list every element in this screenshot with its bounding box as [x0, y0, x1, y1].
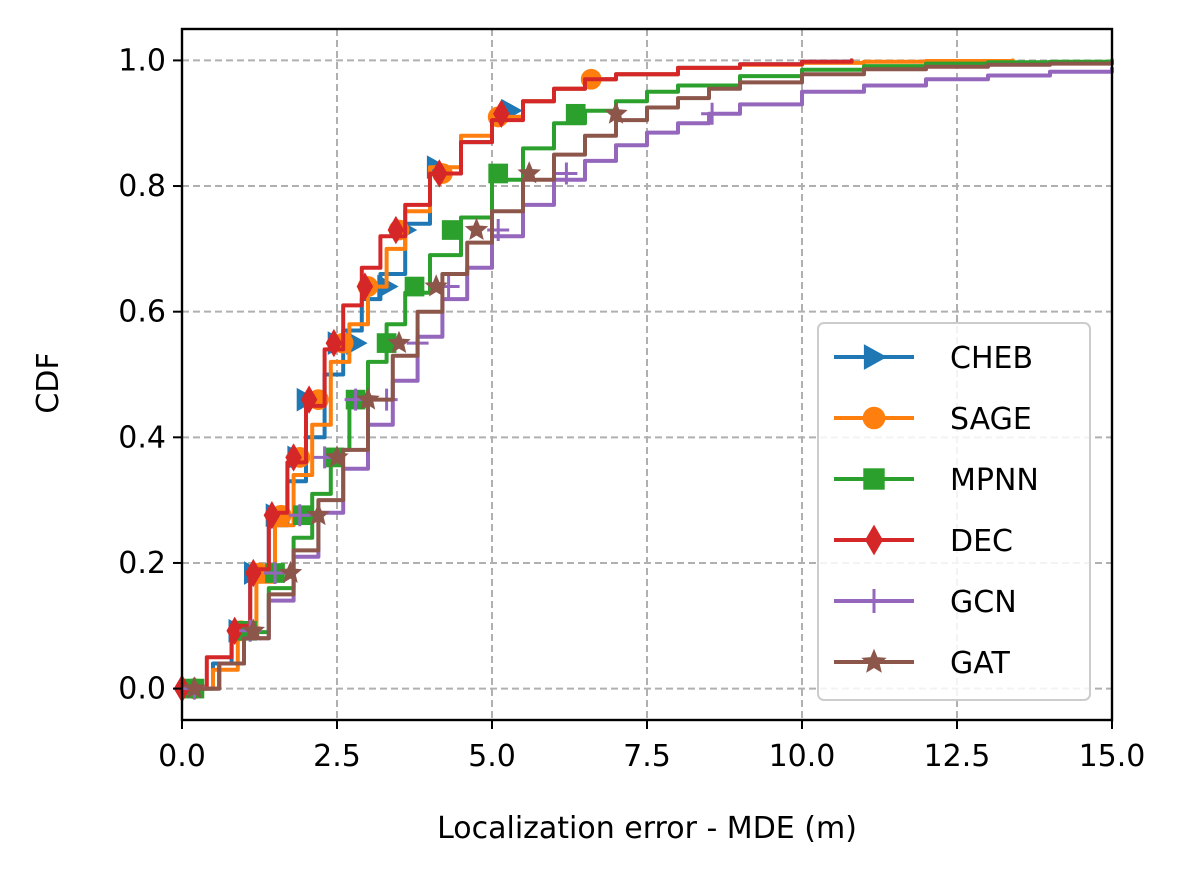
legend-label: CHEB — [950, 341, 1033, 376]
y-tick-label: 0.8 — [118, 169, 166, 204]
series-group — [173, 58, 1114, 703]
legend-label: SAGE — [950, 402, 1032, 437]
y-tick-label: 0.4 — [118, 420, 166, 455]
y-tick-label: 0.2 — [118, 546, 166, 581]
x-axis-label: Localization error - MDE (m) — [437, 811, 857, 846]
data-marker — [288, 504, 311, 527]
legend-item-mpnn: MPNN — [834, 463, 1039, 498]
data-marker — [356, 272, 374, 301]
data-marker — [325, 445, 349, 468]
series-line — [180, 58, 854, 691]
y-tick-label: 1.0 — [118, 43, 166, 78]
data-marker — [565, 103, 586, 124]
data-marker — [182, 676, 207, 699]
data-marker — [387, 330, 411, 354]
data-marker — [431, 159, 448, 188]
data-marker — [863, 468, 885, 490]
data-marker — [493, 99, 510, 128]
data-marker — [263, 501, 281, 530]
data-marker — [862, 406, 886, 430]
series-dec — [173, 58, 854, 703]
data-marker — [278, 560, 303, 583]
data-marker — [862, 589, 886, 613]
legend-label: GCN — [950, 585, 1017, 620]
legend-item-cheb: CHEB — [834, 341, 1033, 376]
data-marker — [555, 162, 578, 185]
legend-item-gat: GAT — [834, 646, 1010, 681]
legend-label: GAT — [950, 646, 1010, 681]
x-tick-label: 7.5 — [623, 739, 671, 774]
data-marker — [264, 562, 286, 585]
y-tick-label: 0.0 — [118, 672, 166, 707]
axis-ticks: 0.0 2.5 5.0 7.5 10.0 12.5 15.0 0.0 0.2 0.4 0.6 0.8 1… — [118, 43, 1145, 774]
y-axis-label: CDF — [31, 352, 66, 413]
legend-label: MPNN — [950, 463, 1039, 498]
legend-item-dec: DEC — [834, 524, 1013, 559]
legend-box — [817, 322, 1091, 701]
data-marker — [241, 618, 265, 641]
data-marker — [863, 344, 888, 370]
data-marker — [285, 443, 302, 472]
x-tick-label: 15.0 — [1079, 739, 1146, 774]
data-marker — [226, 616, 243, 645]
x-tick-label: 2.5 — [313, 739, 361, 774]
data-marker — [517, 161, 541, 184]
data-marker — [441, 220, 462, 240]
data-marker — [861, 648, 887, 673]
legend-item-gcn: GCN — [834, 585, 1017, 620]
x-tick-label: 12.5 — [924, 739, 991, 774]
data-marker — [306, 502, 331, 526]
data-marker — [300, 385, 318, 414]
data-marker — [325, 328, 343, 358]
data-marker — [488, 163, 509, 184]
x-tick-label: 0.0 — [158, 739, 206, 774]
data-marker — [865, 524, 883, 556]
data-marker — [604, 101, 628, 124]
legend: CHEB SAGE MPNN DEC GCN GAT — [817, 322, 1091, 701]
data-marker — [424, 274, 448, 297]
data-marker — [245, 558, 262, 588]
x-tick-label: 10.0 — [769, 739, 836, 774]
data-marker — [464, 217, 489, 240]
data-marker — [404, 276, 425, 297]
y-tick-label: 0.6 — [118, 295, 166, 330]
legend-item-sage: SAGE — [834, 402, 1032, 437]
data-marker — [387, 215, 405, 245]
series-gat — [182, 60, 1114, 699]
data-marker — [356, 387, 380, 410]
x-tick-label: 5.0 — [468, 739, 516, 774]
data-marker — [701, 102, 724, 125]
legend-label: DEC — [950, 524, 1013, 559]
